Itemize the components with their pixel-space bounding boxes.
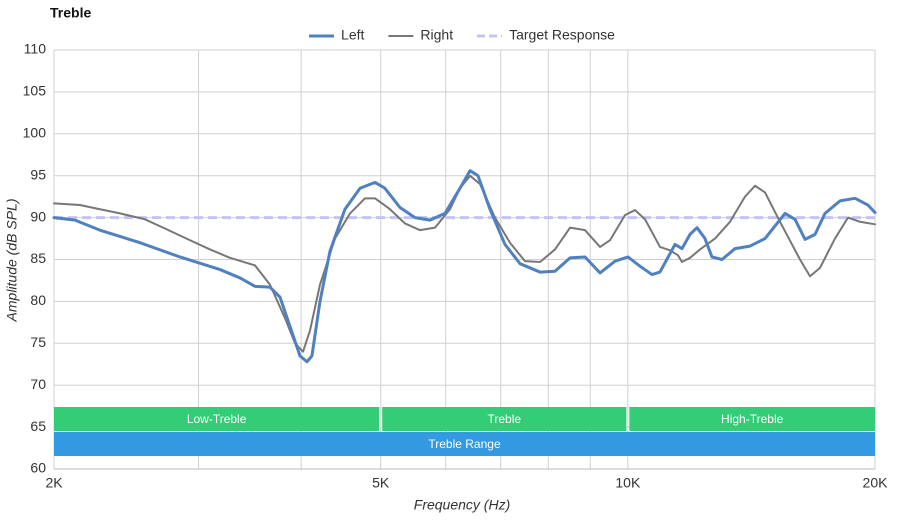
- series-line: [53, 174, 876, 353]
- band: [629, 407, 875, 431]
- series-line: [52, 169, 877, 364]
- y-tick-label: 60: [30, 460, 46, 476]
- band-label: High-Treble: [721, 412, 784, 426]
- x-tick-label: 2K: [45, 475, 63, 491]
- legend-label: Target Response: [509, 27, 615, 43]
- band: [54, 407, 380, 431]
- legend-label: Right: [420, 27, 453, 43]
- band: [54, 432, 875, 456]
- x-tick-label: 5K: [372, 475, 390, 491]
- y-tick-label: 105: [23, 83, 47, 99]
- chart-title: Treble: [50, 5, 91, 21]
- y-tick-label: 65: [30, 418, 46, 434]
- legend-label: Left: [341, 27, 364, 43]
- y-tick-label: 110: [24, 41, 47, 57]
- band: [382, 407, 627, 431]
- y-tick-label: 75: [30, 334, 46, 350]
- y-tick-label: 70: [30, 376, 46, 392]
- x-axis-title: Frequency (Hz): [414, 497, 510, 513]
- y-tick-label: 100: [23, 125, 47, 141]
- y-tick-label: 85: [30, 250, 46, 266]
- band-label: Low-Treble: [187, 412, 247, 426]
- band-label: Treble: [487, 412, 521, 426]
- y-tick-label: 90: [30, 208, 46, 224]
- x-tick-label: 10K: [615, 475, 641, 491]
- x-tick-label: 20K: [863, 475, 889, 491]
- y-tick-label: 95: [30, 166, 46, 182]
- y-axis-title: Amplitude (dB SPL): [4, 199, 20, 323]
- y-tick-label: 80: [30, 292, 46, 308]
- band-label: Treble Range: [428, 437, 501, 451]
